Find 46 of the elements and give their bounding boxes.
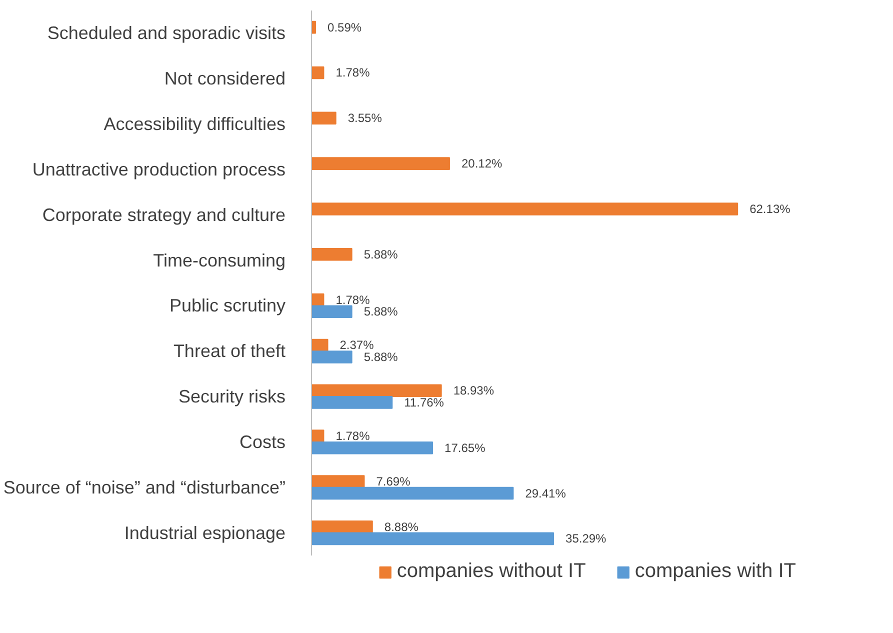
data-label: 2.37% [340,338,374,352]
data-label: 1.78% [336,66,370,80]
data-label: 0.59% [328,20,362,34]
bar [312,396,393,409]
y-tick-label: Industrial espionage [124,522,286,543]
bar [312,384,442,398]
y-tick-label: Accessibility difficulties [104,114,286,134]
y-tick-label: Source of “noise” and “disturbance” [3,477,286,498]
y-tick-label: Public scrutiny [169,296,286,316]
bar [312,486,514,500]
y-tick-label: Scheduled and sporadic visits [47,23,286,44]
data-label: 11.76% [404,395,444,410]
y-tick-label: Not considered [164,68,286,89]
bar [312,202,738,216]
y-tick-label: Corporate strategy and culture [42,204,286,225]
data-label: 7.69% [376,474,411,488]
bar [312,441,434,454]
legend-label: companies with IT [634,560,796,583]
data-label: 62.13% [750,202,791,216]
bar [312,305,352,318]
data-label: 8.88% [384,520,419,534]
y-tick-label: Time-consuming [153,250,286,270]
bar [312,532,554,546]
y-tick-label: Unattractive production process [32,159,286,180]
bar [312,157,450,170]
data-label: 3.55% [348,111,382,126]
data-label: 5.88% [364,304,398,319]
data-label: 1.78% [336,292,370,307]
y-tick-label: Costs [239,432,286,452]
bar [312,112,336,125]
y-tick-label: Threat of theft [173,341,286,362]
data-label: 5.88% [364,247,398,262]
bar [312,350,352,364]
data-label: 35.29% [566,532,607,546]
data-label: 1.78% [336,429,370,444]
data-label: 29.41% [525,486,566,500]
data-label: 18.93% [453,384,494,398]
y-tick-label: Security risks [178,386,286,407]
legend-label: companies without IT [396,560,586,583]
bar [312,248,352,261]
data-label: 20.12% [461,156,503,171]
bar [312,66,324,80]
data-label: 17.65% [444,440,486,455]
data-label: 5.88% [364,350,398,364]
bar [312,475,365,488]
bar [312,520,373,534]
